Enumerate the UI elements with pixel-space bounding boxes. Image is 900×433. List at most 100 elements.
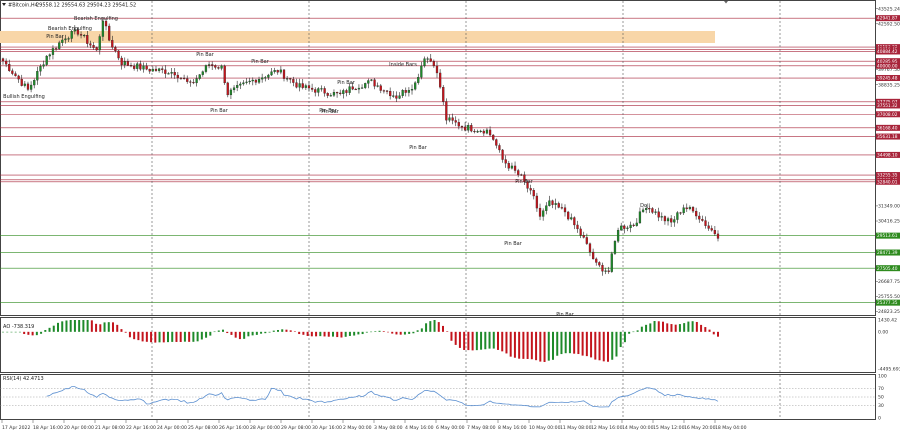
- candle: [660, 212, 663, 221]
- candle: [542, 208, 545, 221]
- ao-bar: [14, 331, 17, 333]
- candle: [304, 83, 307, 91]
- candle: [679, 211, 682, 216]
- candle-body: [504, 159, 507, 164]
- price-level-value: 37775.07: [877, 99, 898, 105]
- candle-body: [323, 88, 326, 94]
- candle-body: [95, 47, 98, 51]
- candle: [204, 64, 208, 74]
- candle: [666, 216, 670, 226]
- candle: [101, 17, 105, 42]
- candle: [42, 60, 45, 69]
- axis-tick-label: 39767.50: [878, 67, 900, 73]
- candle-body: [713, 230, 716, 235]
- candle-body: [182, 77, 186, 80]
- price-level-value: 40000.00: [877, 63, 898, 69]
- ao-bar: [535, 331, 538, 361]
- time-tick-label: 28 Apr 00:00: [250, 425, 280, 431]
- candle-body: [601, 264, 604, 272]
- candle: [248, 77, 251, 85]
- candle: [254, 78, 258, 86]
- price-level-value: 34498.10: [877, 153, 898, 159]
- ao-bar: [95, 323, 98, 332]
- candle-body: [276, 70, 279, 73]
- candle-body: [39, 66, 42, 72]
- candle: [463, 122, 467, 132]
- ao-histogram: [2, 320, 719, 362]
- ao-bar: [628, 331, 631, 334]
- candle: [663, 215, 667, 225]
- ao-bar: [556, 331, 559, 356]
- ao-bar: [645, 324, 648, 332]
- candle-body: [267, 74, 270, 78]
- ao-bar: [497, 331, 499, 350]
- candle-body: [367, 80, 370, 84]
- candle-body: [58, 42, 61, 49]
- candle: [632, 223, 635, 228]
- candle-body: [145, 65, 148, 70]
- candle-body: [385, 90, 389, 92]
- candle-body: [42, 64, 45, 67]
- ao-bar: [670, 324, 673, 332]
- ao-bar: [44, 330, 47, 332]
- candle: [479, 129, 482, 133]
- candle-body: [123, 61, 126, 66]
- candle-body: [507, 163, 510, 169]
- ao-bar: [420, 328, 423, 332]
- candle-body: [626, 227, 629, 229]
- candle: [14, 71, 17, 77]
- ao-bar: [247, 331, 250, 337]
- candle-body: [701, 218, 704, 221]
- ao-bar: [179, 331, 182, 342]
- ao-bar: [162, 331, 165, 343]
- candle-body: [660, 216, 663, 218]
- rsi-pane[interactable]: 100 70 50 30 0: [0, 374, 887, 422]
- candle-body: [501, 149, 504, 160]
- candle-body: [557, 203, 560, 208]
- ao-bar: [395, 331, 398, 335]
- candle-body: [551, 200, 554, 205]
- candle: [310, 83, 314, 92]
- candle-body: [179, 77, 183, 79]
- candle-body: [426, 58, 429, 60]
- ao-bar: [590, 331, 593, 358]
- ao-bar: [657, 321, 660, 332]
- candle: [301, 78, 304, 90]
- ao-bar: [226, 331, 229, 334]
- candle-body: [588, 243, 592, 253]
- candle-body: [470, 125, 473, 132]
- candle-body: [467, 125, 470, 131]
- ao-pane[interactable]: 1430.42 0.00 -4495.693: [0, 317, 900, 373]
- candle: [607, 266, 610, 274]
- candle: [142, 62, 145, 73]
- ao-bar: [217, 330, 220, 332]
- candle: [229, 87, 233, 99]
- candle: [457, 118, 460, 130]
- candle: [282, 69, 286, 82]
- candle: [560, 203, 564, 210]
- candle-body: [620, 225, 623, 231]
- triangle-down-icon[interactable]: [2, 3, 6, 6]
- candle: [236, 80, 239, 92]
- candle: [404, 87, 407, 97]
- time-tick-label: 24 Apr 00:00: [157, 425, 187, 431]
- main-pane[interactable]: Bearish Engulfing Pin Bar Bearish Engulfin…: [0, 0, 900, 319]
- ao-bar: [310, 331, 313, 337]
- candle-body: [67, 38, 70, 40]
- candle-body: [704, 220, 707, 226]
- candle-body: [136, 63, 139, 69]
- resize-handle-icon[interactable]: [724, 1, 728, 4]
- ao-bar: [585, 331, 588, 357]
- candle: [367, 78, 370, 89]
- candle: [317, 87, 320, 97]
- ao-bar: [598, 331, 601, 361]
- pattern-label: Pin Bar: [46, 34, 65, 40]
- candle-body: [5, 60, 8, 65]
- candle-body: [108, 25, 111, 41]
- candle: [133, 63, 136, 71]
- ao-bar: [209, 331, 212, 336]
- candle-body: [417, 77, 420, 83]
- candle: [345, 88, 348, 97]
